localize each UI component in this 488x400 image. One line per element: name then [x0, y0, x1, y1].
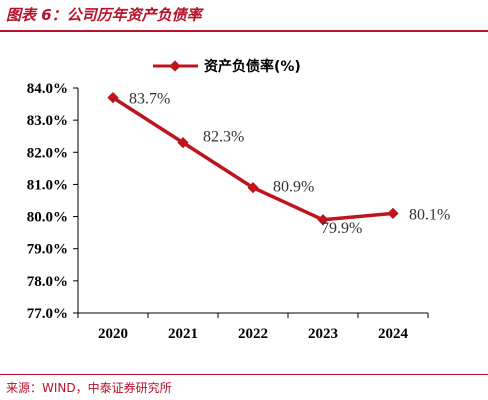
legend-marker [169, 60, 181, 72]
x-tick-label: 2022 [238, 326, 268, 342]
figure-header: 图表 6：公司历年资产负债率 [0, 0, 488, 30]
x-tick-label: 2021 [168, 326, 198, 342]
data-point [177, 136, 189, 149]
source-note: 来源：WIND，中泰证券研究所 [6, 381, 172, 395]
data-label: 80.9% [273, 179, 314, 196]
legend: 资产负债率(%) [153, 58, 301, 75]
data-point [107, 91, 119, 104]
y-tick-label: 78.0% [27, 274, 68, 290]
y-tick-label: 83.0% [27, 113, 68, 129]
x-tick-label: 2024 [378, 326, 409, 342]
data-point [387, 207, 399, 220]
x-axis: 2020 2021 2022 2023 2024 [77, 312, 429, 342]
data-label: 82.3% [203, 129, 244, 146]
y-tick-label: 84.0% [27, 81, 68, 97]
legend-label: 资产负债率(%) [204, 58, 301, 75]
title-divider [0, 30, 488, 32]
data-label: 83.7% [129, 91, 170, 108]
series-layer: 83.7% 82.3% 80.9% 79.9% 80.1% [107, 91, 450, 237]
x-tick-label: 2023 [308, 326, 338, 342]
series-line [112, 96, 394, 222]
data-point [317, 214, 329, 226]
data-point [247, 181, 259, 194]
line-chart: 资产负债率(%) 77.0% 78.0% 79.0% 80.0% 81.0% 82.0% 8… [27, 58, 451, 342]
footer-divider [0, 374, 488, 375]
y-tick-label: 81.0% [27, 177, 68, 193]
data-label: 80.1% [409, 206, 450, 223]
x-tick-label: 2020 [98, 326, 128, 342]
y-tick-label: 80.0% [27, 210, 68, 226]
y-axis: 77.0% 78.0% 79.0% 80.0% 81.0% 82.0% 83.0% 84.0% [27, 81, 79, 322]
data-label: 79.9% [321, 220, 362, 237]
figure-title: 图表 6：公司历年资产负债率 [6, 6, 202, 24]
y-tick-label: 77.0% [27, 306, 68, 322]
y-tick-label: 79.0% [27, 242, 68, 258]
y-tick-label: 82.0% [27, 145, 68, 161]
